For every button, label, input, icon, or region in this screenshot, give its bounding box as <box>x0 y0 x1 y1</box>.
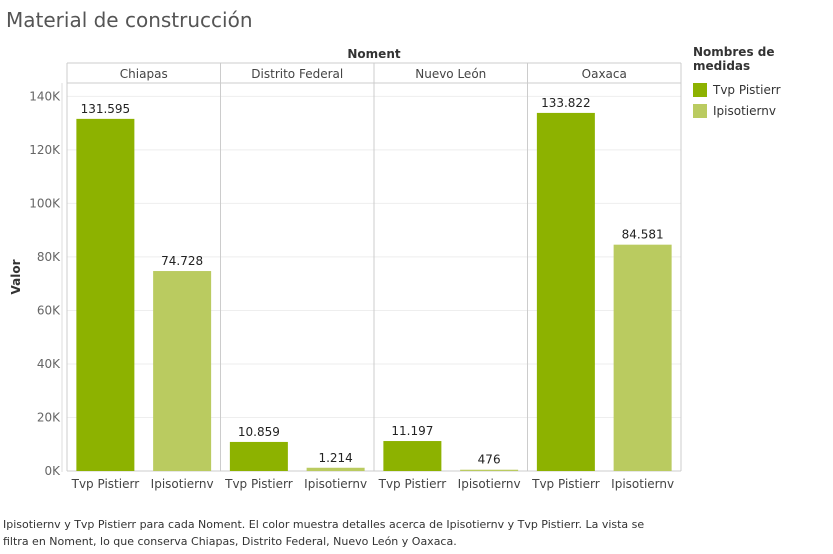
legend-label-tvp-pistierr: Tvp Pistierr <box>713 82 781 97</box>
panel-header: Nuevo León <box>415 67 486 81</box>
column-header-title: Noment <box>347 47 400 61</box>
data-label: 133.822 <box>541 96 591 110</box>
panel-header: Distrito Federal <box>251 67 343 81</box>
panel-header: Oaxaca <box>582 67 627 81</box>
data-label: 476 <box>478 453 501 467</box>
x-tick-label: Tvp Pistierr <box>531 477 600 491</box>
chart-svg: Noment 0K 20K 40K 60K 80K 100K 120K 140K Valor Chi… <box>9 47 682 491</box>
data-label: 10.859 <box>238 425 280 439</box>
bar <box>383 441 442 471</box>
y-tick-label: 20K <box>37 410 61 424</box>
caption: Ipisotiernv y Tvp Pistierr para cada Nom… <box>3 518 645 548</box>
x-tick-label: Ipisotiernv <box>611 477 674 491</box>
y-tick-label: 120K <box>29 143 61 157</box>
legend-label-ipisotiernv: Ipisotiernv <box>713 103 776 118</box>
y-tick-label: 0K <box>44 464 61 478</box>
legend-swatch-tvp-pistierr <box>693 82 707 97</box>
y-axis-label: Valor <box>9 259 23 294</box>
bar <box>76 118 135 471</box>
y-tick-label: 140K <box>29 89 61 103</box>
x-tick-label: Ipisotiernv <box>151 477 214 491</box>
x-tick-label: Tvp Pistierr <box>224 477 293 491</box>
bar <box>536 112 595 471</box>
x-tick-label: Ipisotiernv <box>458 477 521 491</box>
data-label: 84.581 <box>622 228 664 242</box>
panel-header: Chiapas <box>120 67 168 81</box>
data-label: 131.595 <box>81 102 131 116</box>
y-tick-label: 40K <box>37 357 61 371</box>
legend: Nombres de medidas Tvp Pistierr Ipisotie… <box>693 45 831 121</box>
chart-title: Material de construcción <box>6 8 253 32</box>
y-tick-label: 100K <box>29 196 61 210</box>
bar <box>306 467 365 471</box>
data-label: 11.197 <box>391 424 433 438</box>
x-tick-label: Tvp Pistierr <box>378 477 447 491</box>
bar <box>153 271 212 471</box>
data-label: 1.214 <box>318 451 352 465</box>
bar <box>229 441 288 471</box>
legend-item-tvp-pistierr[interactable]: Tvp Pistierr <box>693 79 831 100</box>
bar <box>613 244 672 471</box>
x-tick-label: Tvp Pistierr <box>71 477 140 491</box>
bar <box>460 469 519 471</box>
y-tick-label: 60K <box>37 303 61 317</box>
legend-title: Nombres de medidas <box>693 45 775 73</box>
y-tick-label: 80K <box>37 250 61 264</box>
legend-swatch-ipisotiernv <box>693 103 707 118</box>
data-label: 74.728 <box>161 254 203 268</box>
x-tick-label: Ipisotiernv <box>304 477 367 491</box>
legend-item-ipisotiernv[interactable]: Ipisotiernv <box>693 100 831 121</box>
